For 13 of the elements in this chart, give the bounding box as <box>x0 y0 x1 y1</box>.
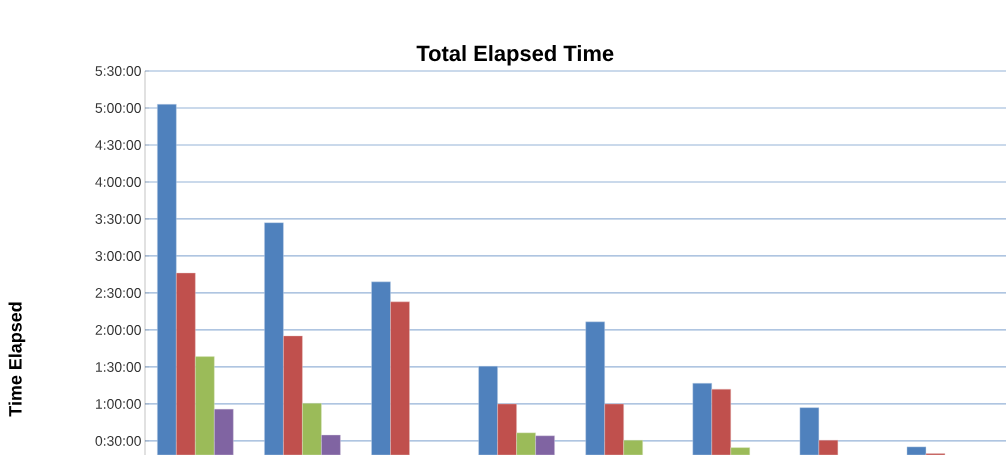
y-tick-label: 5:30:00 <box>95 66 141 76</box>
y-tick-label: 5:00:00 <box>95 103 141 113</box>
y-tick-label: 1:30:00 <box>96 362 141 372</box>
y-tick-label: 4:00:00 <box>95 177 141 187</box>
y-tick-label: 2:30:00 <box>95 288 141 298</box>
y-tick-label: 4:30:00 <box>95 140 141 150</box>
y-tick-label: 0:30:00 <box>95 435 141 446</box>
y-tick-label: 3:30:00 <box>95 214 141 224</box>
y-tick-label: 2:00:00 <box>95 325 141 335</box>
y-axis-title: Time Elapsed <box>8 302 26 417</box>
y-tick-label: 1:00:00 <box>96 399 141 409</box>
y-tick-label: 3:00:00 <box>95 251 141 261</box>
chart-title: Total Elapsed Time <box>416 45 614 66</box>
